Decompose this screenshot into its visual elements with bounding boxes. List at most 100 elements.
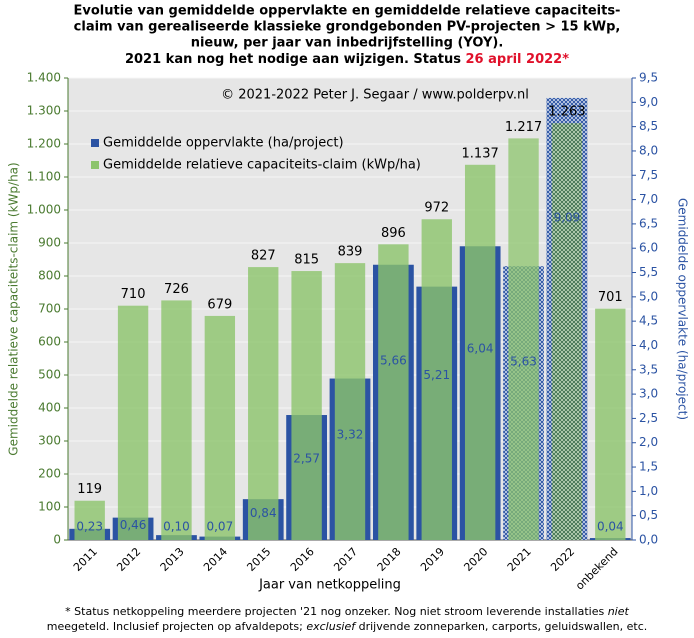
- y2-axis-title: Gemiddelde oppervlakte (ha/project): [676, 198, 690, 420]
- footnote: meegeteld. Inclusief projecten op afvald…: [47, 620, 648, 633]
- x-tick-label: 2019: [418, 545, 447, 574]
- y-axis-title: Gemiddelde relatieve capaciteits-claim (…: [7, 162, 21, 455]
- y-tick-label: 300: [38, 434, 61, 448]
- y-tick-label: 0: [53, 533, 61, 547]
- value-label: 839: [338, 245, 363, 260]
- x-tick-label: 2020: [461, 545, 490, 574]
- value-label: 815: [294, 253, 319, 268]
- footnote-part: exclusief: [306, 620, 357, 633]
- title-line: claim van gerealiseerde klassieke grondg…: [74, 20, 621, 35]
- y2-tick-label: 1,5: [639, 460, 658, 474]
- y-tick-label: 1.100: [27, 170, 61, 184]
- y-tick-label: 1.400: [27, 71, 61, 85]
- y2-tick-label: 0,0: [639, 533, 658, 547]
- value-label: 119: [77, 482, 102, 497]
- footnote-part: drijvende zonneparken, carports, geluids…: [355, 620, 647, 633]
- y-tick-label: 1.000: [27, 203, 61, 217]
- value-label: 0,07: [206, 520, 233, 534]
- y-tick-label: 600: [38, 335, 61, 349]
- y-tick-label: 200: [38, 467, 61, 481]
- y2-tick-label: 7,0: [639, 192, 658, 206]
- bar: [421, 219, 452, 541]
- y2-tick-label: 6,0: [639, 241, 658, 255]
- y-tick-label: 100: [38, 500, 61, 514]
- value-label: 726: [164, 282, 189, 297]
- footnote-part: niet: [608, 605, 630, 618]
- x-tick-label: 2018: [375, 545, 404, 574]
- x-tick-label: 2011: [71, 545, 100, 574]
- x-tick-label: 2015: [244, 545, 273, 574]
- x-tick-label: 2016: [288, 545, 317, 574]
- value-label: 972: [424, 201, 449, 216]
- footnote: * Status netkoppeling meerdere projecten…: [65, 605, 629, 618]
- bar: [161, 300, 192, 540]
- value-label: 896: [381, 226, 406, 241]
- x-tick-label: 2013: [158, 545, 187, 574]
- y2-tick-label: 5,0: [639, 289, 658, 303]
- x-tick-label: 2017: [331, 545, 360, 574]
- title-date: 26 april 2022*: [466, 52, 570, 67]
- x-tick-label: 2022: [548, 545, 577, 574]
- y-tick-label: 700: [38, 302, 61, 316]
- bar: [595, 308, 626, 540]
- legend-label: Gemiddelde oppervlakte (ha/project): [103, 136, 344, 151]
- y2-tick-label: 2,5: [639, 411, 658, 425]
- y2-tick-label: 9,5: [639, 71, 658, 85]
- value-label: 2,57: [293, 451, 320, 465]
- bar: [334, 263, 366, 540]
- bar: [117, 305, 149, 540]
- value-label: 9,09: [554, 210, 581, 224]
- x-tick-label: 2021: [505, 545, 534, 574]
- value-label: 827: [251, 249, 276, 264]
- value-label: 1.137: [462, 146, 499, 161]
- value-label: 5,66: [380, 354, 407, 368]
- x-tick-label: 2012: [114, 545, 143, 574]
- value-label: 1.263: [548, 105, 585, 120]
- y2-tick-label: 4,5: [639, 314, 658, 328]
- y2-tick-label: 3,0: [639, 387, 658, 401]
- y2-tick-label: 7,5: [639, 168, 658, 182]
- bar: [291, 271, 322, 540]
- value-label: 0,04: [597, 520, 624, 534]
- title-line: nieuw, per jaar van inbedrijfstelling (Y…: [191, 36, 504, 51]
- value-label: 679: [207, 297, 232, 312]
- legend-label: Gemiddelde relatieve capaciteits-claim (…: [103, 158, 421, 173]
- y-tick-label: 1.200: [27, 137, 61, 151]
- y-tick-label: 400: [38, 401, 61, 415]
- value-label: 6,04: [467, 342, 494, 356]
- x-axis-title: Jaar van netkoppeling: [258, 578, 401, 593]
- bar: [508, 138, 539, 540]
- bar: [464, 164, 496, 541]
- y2-tick-label: 6,5: [639, 216, 658, 230]
- y2-tick-label: 5,5: [639, 265, 658, 279]
- value-label: 0,23: [76, 520, 103, 534]
- value-label: 5,21: [423, 368, 450, 382]
- y-tick-label: 1.300: [27, 104, 61, 118]
- x-tick-label: onbekend: [573, 545, 620, 592]
- bar: [248, 267, 279, 540]
- y-tick-label: 500: [38, 368, 61, 382]
- annotation: © 2021-2022 Peter J. Segaar / www.polder…: [221, 88, 529, 103]
- title-line: 2021 kan nog het nodige aan wijzigen. St…: [125, 52, 569, 67]
- legend-swatch: [91, 139, 99, 147]
- footnote-part: meegeteld. Inclusief projecten op afvald…: [47, 620, 307, 633]
- bar: [551, 123, 583, 541]
- bar: [378, 244, 409, 540]
- value-label: 0,46: [120, 518, 147, 532]
- value-label: 0,10: [163, 520, 190, 534]
- value-label: 5,63: [510, 355, 537, 369]
- value-label: 3,32: [337, 428, 364, 442]
- y2-tick-label: 1,0: [639, 484, 658, 498]
- title-line: Evolutie van gemiddelde oppervlakte en g…: [74, 4, 621, 19]
- value-label: 0,84: [250, 506, 277, 520]
- bar: [74, 500, 105, 540]
- y2-tick-label: 8,5: [639, 119, 658, 133]
- value-label: 1.217: [505, 120, 542, 135]
- y-tick-label: 900: [38, 236, 61, 250]
- y2-tick-label: 3,5: [639, 362, 658, 376]
- y2-tick-label: 0,5: [639, 508, 658, 522]
- legend-swatch: [91, 161, 99, 169]
- y2-tick-label: 4,0: [639, 338, 658, 352]
- value-label: 710: [121, 287, 146, 302]
